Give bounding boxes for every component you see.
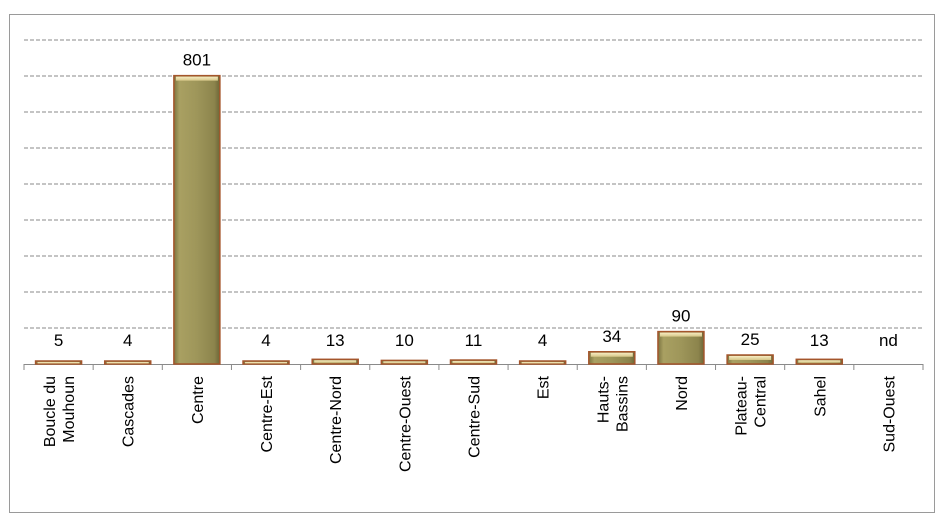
bar-value-label: 4 — [123, 331, 132, 350]
category-label: Est — [536, 375, 553, 399]
bar — [449, 359, 498, 365]
x-axis — [23, 364, 924, 370]
category-label-line: Bassins — [614, 376, 631, 432]
category-label-line: Cascades — [121, 376, 138, 447]
category-label-line: Sud-Ouest — [881, 375, 898, 452]
category-label: Centre-Nord — [328, 376, 345, 464]
bar — [311, 358, 359, 365]
bar-value-label: 11 — [465, 331, 483, 350]
bar — [657, 330, 705, 365]
bar — [173, 74, 221, 365]
bar-value-label: 34 — [602, 327, 621, 346]
category-label: Hauts- Bassins — [595, 376, 631, 432]
category-label: Centre-Est — [259, 375, 276, 452]
category-label-line: Centre-Nord — [328, 376, 345, 464]
gridlines — [24, 39, 923, 329]
bar — [103, 360, 152, 365]
category-label-line: Hauts- — [595, 376, 612, 423]
bar-value-label: 90 — [672, 307, 691, 326]
bar-value-label: 10 — [395, 331, 414, 350]
bar-value-label: 13 — [810, 331, 829, 350]
category-label-line: Centre — [190, 376, 207, 424]
bar-value-label: 4 — [261, 331, 270, 350]
bar — [588, 351, 636, 365]
x-tick-labels: Boucle du Mouhoun Cascades Centre Centre-Est… — [42, 375, 898, 472]
category-label: Cascades — [121, 376, 138, 447]
category-label-line: Sahel — [812, 376, 829, 417]
category-label-line: Plateau- — [734, 376, 751, 436]
category-label: Centre — [190, 376, 207, 424]
category-label-line: Centre-Est — [259, 375, 276, 452]
data-labels: 5 4 801 4 13 10 11 4 34 90 25 13 nd — [54, 51, 898, 350]
chart-frame — [9, 14, 935, 513]
category-label: Centre-Ouest — [397, 375, 414, 472]
bars — [34, 74, 844, 365]
category-label-line: Est — [536, 375, 553, 399]
bar — [795, 358, 844, 365]
bar-value-label: 5 — [54, 331, 63, 350]
category-label-line: Central — [753, 376, 770, 428]
bar-value-label: 4 — [538, 331, 547, 350]
bar-value-label: nd — [879, 331, 898, 350]
category-label: Centre-Sud — [467, 376, 484, 458]
category-label: Nord — [674, 376, 691, 411]
bar — [726, 354, 774, 365]
category-label: Plateau- Central — [734, 376, 770, 436]
bar-value-label: 25 — [741, 330, 760, 349]
bar-value-label: 13 — [326, 331, 345, 350]
category-label-line: Boucle du — [42, 376, 59, 447]
category-label-line: Nord — [674, 376, 691, 411]
category-label: Sahel — [812, 376, 829, 417]
bar-value-label: 801 — [183, 51, 211, 70]
bar — [518, 360, 567, 365]
bar — [242, 360, 290, 365]
category-label: Boucle du Mouhoun — [42, 376, 78, 447]
category-label-line: Centre-Ouest — [397, 375, 414, 472]
bar — [380, 359, 429, 365]
category-label-line: Mouhoun — [61, 376, 78, 443]
category-label: Sud-Ouest — [881, 375, 898, 452]
bar — [34, 360, 83, 365]
category-label-line: Centre-Sud — [467, 376, 484, 458]
